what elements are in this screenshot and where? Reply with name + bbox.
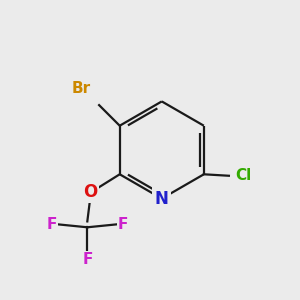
Text: F: F — [82, 252, 92, 267]
Text: O: O — [83, 183, 98, 201]
Text: N: N — [155, 190, 169, 208]
Text: Cl: Cl — [235, 168, 251, 183]
Text: F: F — [47, 217, 57, 232]
Text: Br: Br — [71, 81, 90, 96]
Text: F: F — [118, 217, 128, 232]
